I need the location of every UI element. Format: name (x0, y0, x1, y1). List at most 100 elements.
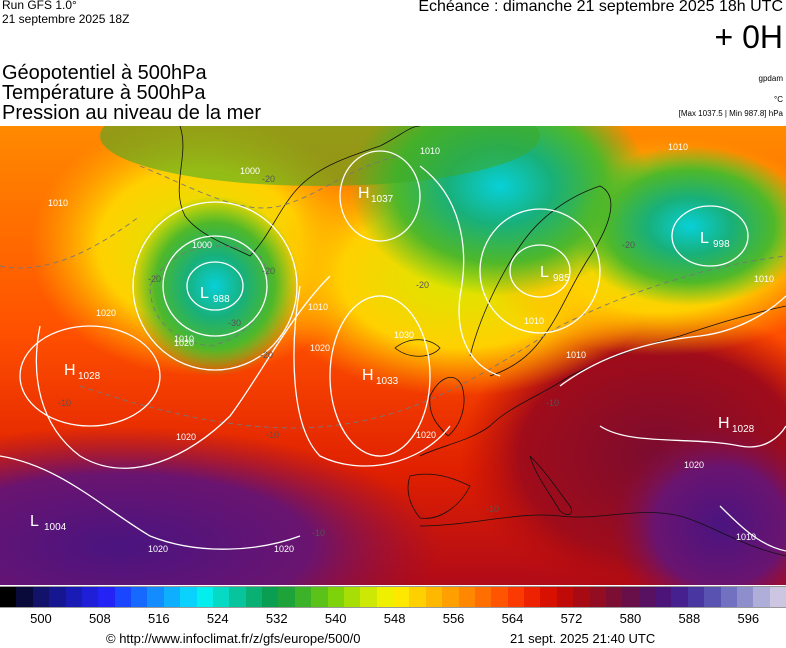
color-scale-swatch (409, 587, 426, 607)
color-scale-swatch (622, 587, 639, 607)
color-scale-swatch (720, 587, 737, 607)
color-scale-swatch (736, 587, 754, 607)
field-low-greenland (130, 196, 300, 376)
isotherm-label: -10 (266, 430, 279, 440)
color-scale-swatch (262, 587, 279, 607)
isotherm-label: -20 (622, 240, 635, 250)
pressure-center-letter: L (30, 513, 39, 530)
pressure-center-letter: H (362, 367, 374, 384)
pressure-center-value: 998 (713, 239, 730, 250)
isobar-label: 1020 (174, 338, 194, 348)
color-scale-swatch (524, 587, 541, 607)
pressure-center-letter: L (700, 230, 709, 247)
isobar-label: 1020 (684, 460, 704, 470)
title-temperature: Température à 500hPa (2, 82, 206, 104)
isobar-line (132, 201, 298, 371)
color-scale-swatch (16, 587, 33, 607)
color-scale-tick-label: 556 (442, 611, 465, 626)
isobar-line (162, 235, 268, 337)
field-south-purple (0, 426, 440, 585)
isobar-label: 1010 (736, 532, 756, 542)
title-pressure: Pression au niveau de la mer (2, 102, 262, 124)
isobar-label: 1020 (96, 308, 116, 318)
color-scale-tick-label: 588 (678, 611, 701, 626)
isobar-line (339, 150, 421, 242)
unit-temperature: °C (774, 95, 783, 104)
color-scale-swatch (589, 587, 606, 607)
lead-time: + 0H (714, 19, 783, 55)
coast-iberia (407, 473, 471, 519)
pressure-center-letter: L (540, 264, 549, 281)
isobar-labels: 1010 1010 1000 1010 1020 1010 1020 1030 … (48, 142, 774, 554)
pressure-center-value: 1004 (44, 522, 67, 533)
isobar-label: 1020 (416, 430, 436, 440)
coast-iceland (394, 339, 441, 357)
isobar-label: 1010 (420, 146, 440, 156)
isobar-label: 1020 (148, 544, 168, 554)
color-scale-swatch (605, 587, 623, 607)
color-scale-swatch (327, 587, 344, 607)
coast-british-isles (429, 376, 465, 437)
color-scale-tick-label: 516 (147, 611, 170, 626)
isobar-label: 1000 (240, 166, 260, 176)
color-scale-tick-label: 532 (265, 611, 288, 626)
isotherm-label: -20 (262, 266, 275, 276)
isobar-label: 1010 (668, 142, 688, 152)
color-scale-swatch (704, 587, 721, 607)
isobar-label: 1000 (192, 240, 212, 250)
isotherm-label: -20 (416, 280, 429, 290)
isobar-line (479, 208, 601, 334)
color-scale-swatch (360, 587, 377, 607)
isobar-line (671, 205, 749, 267)
isobar-line (559, 295, 786, 387)
valid-time: Echéance : dimanche 21 septembre 2025 18… (418, 0, 783, 15)
color-scale-swatch (442, 587, 459, 607)
color-scale-swatch (278, 587, 295, 607)
isotherm-line (0, 215, 141, 269)
pressure-center-letter: H (358, 185, 370, 202)
color-scale-swatch (425, 587, 443, 607)
isotherm-label: -20 (260, 350, 273, 360)
pressure-center-value: 1028 (78, 371, 101, 382)
color-scale-swatch (32, 587, 50, 607)
isotherm-labels: -20 -20 -30 -20 -20 -20 -10 -10 -20 -10 … (58, 174, 635, 538)
generated-timestamp: 21 sept. 2025 21:40 UTC (510, 631, 656, 646)
isotherm-label: -10 (546, 398, 559, 408)
isobar-line (293, 285, 451, 467)
isotherm-label: -10 (486, 504, 499, 514)
color-scale-swatch (769, 587, 786, 607)
coastlines (178, 126, 786, 557)
isotherm-line (139, 155, 401, 209)
color-scale-swatch (507, 587, 524, 607)
isotherm-label: -10 (58, 398, 71, 408)
color-scale-swatch (98, 587, 115, 607)
weather-map: H 1037 L 988 L 985 L 998 H 1028 H 1033 H… (0, 126, 786, 585)
unit-geopotential: gpdam (758, 74, 783, 83)
coast-europe (419, 305, 786, 457)
color-scale-tick-label: 540 (324, 611, 347, 626)
isobar-line (0, 455, 301, 550)
color-scale-swatch (163, 587, 181, 607)
isobar-line (599, 425, 786, 448)
color-scale-swatch (131, 587, 148, 607)
color-scale-swatch (114, 587, 131, 607)
color-scale-swatch (753, 587, 770, 607)
isobar-line (509, 244, 571, 298)
color-scale-swatch (212, 587, 230, 607)
pressure-centers: H 1037 L 988 L 985 L 998 H 1028 H 1033 H… (30, 185, 755, 533)
field-low-russia (570, 146, 786, 306)
color-scale-swatch (556, 587, 574, 607)
pressure-center-value: 1033 (376, 376, 399, 387)
color-scale-swatch (474, 587, 492, 607)
isobar-label: 1010 (754, 274, 774, 284)
color-scale-tick-label: 580 (619, 611, 642, 626)
isobar-line (419, 165, 501, 377)
isobar-label: 1010 (48, 198, 68, 208)
pressure-center-value: 1037 (371, 194, 394, 205)
isotherm-label: -20 (148, 274, 161, 284)
pressure-center-value: 988 (213, 294, 230, 305)
color-scale-swatch (573, 587, 590, 607)
pressure-center-letter: H (64, 362, 76, 379)
isobar-line (186, 261, 244, 311)
color-scale-swatch (491, 587, 508, 607)
